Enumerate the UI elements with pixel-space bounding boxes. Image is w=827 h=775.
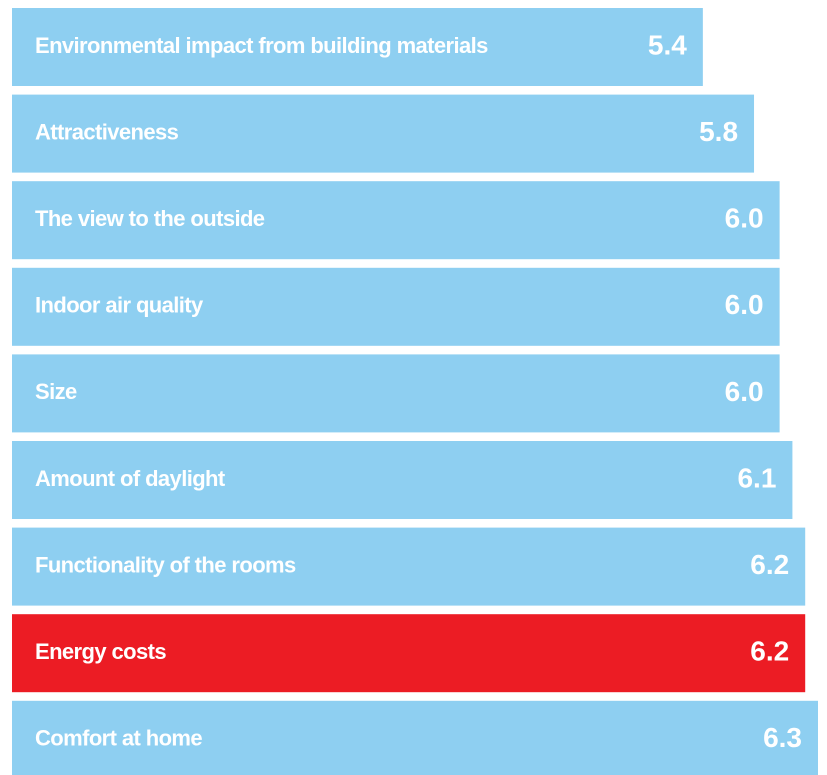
category-label: Amount of daylight: [35, 466, 226, 491]
bar: [12, 267, 780, 346]
bar: [12, 614, 806, 693]
value-label: 6.0: [725, 376, 764, 407]
category-label: Attractiveness: [35, 119, 179, 144]
value-label: 6.3: [763, 722, 802, 753]
category-label: The view to the outside: [35, 206, 265, 231]
category-label: Environmental impact from building mater…: [35, 33, 488, 58]
category-label: Indoor air quality: [35, 293, 204, 318]
bar: [12, 441, 793, 519]
value-label: 6.0: [725, 289, 764, 320]
category-label: Comfort at home: [35, 726, 202, 751]
bar: [12, 527, 806, 606]
bar: [12, 94, 755, 173]
value-label: 5.4: [648, 29, 687, 60]
value-label: 6.0: [725, 203, 764, 234]
bar: [12, 354, 780, 433]
bar: [12, 700, 818, 775]
category-label: Functionality of the rooms: [35, 552, 296, 577]
bar: [12, 8, 703, 86]
bar: [12, 181, 780, 260]
category-label: Energy costs: [35, 639, 166, 664]
category-label: Size: [35, 379, 77, 404]
value-label: 6.2: [750, 549, 789, 580]
value-label: 6.1: [737, 462, 776, 493]
value-label: 5.8: [699, 116, 738, 147]
value-label: 6.2: [750, 636, 789, 667]
